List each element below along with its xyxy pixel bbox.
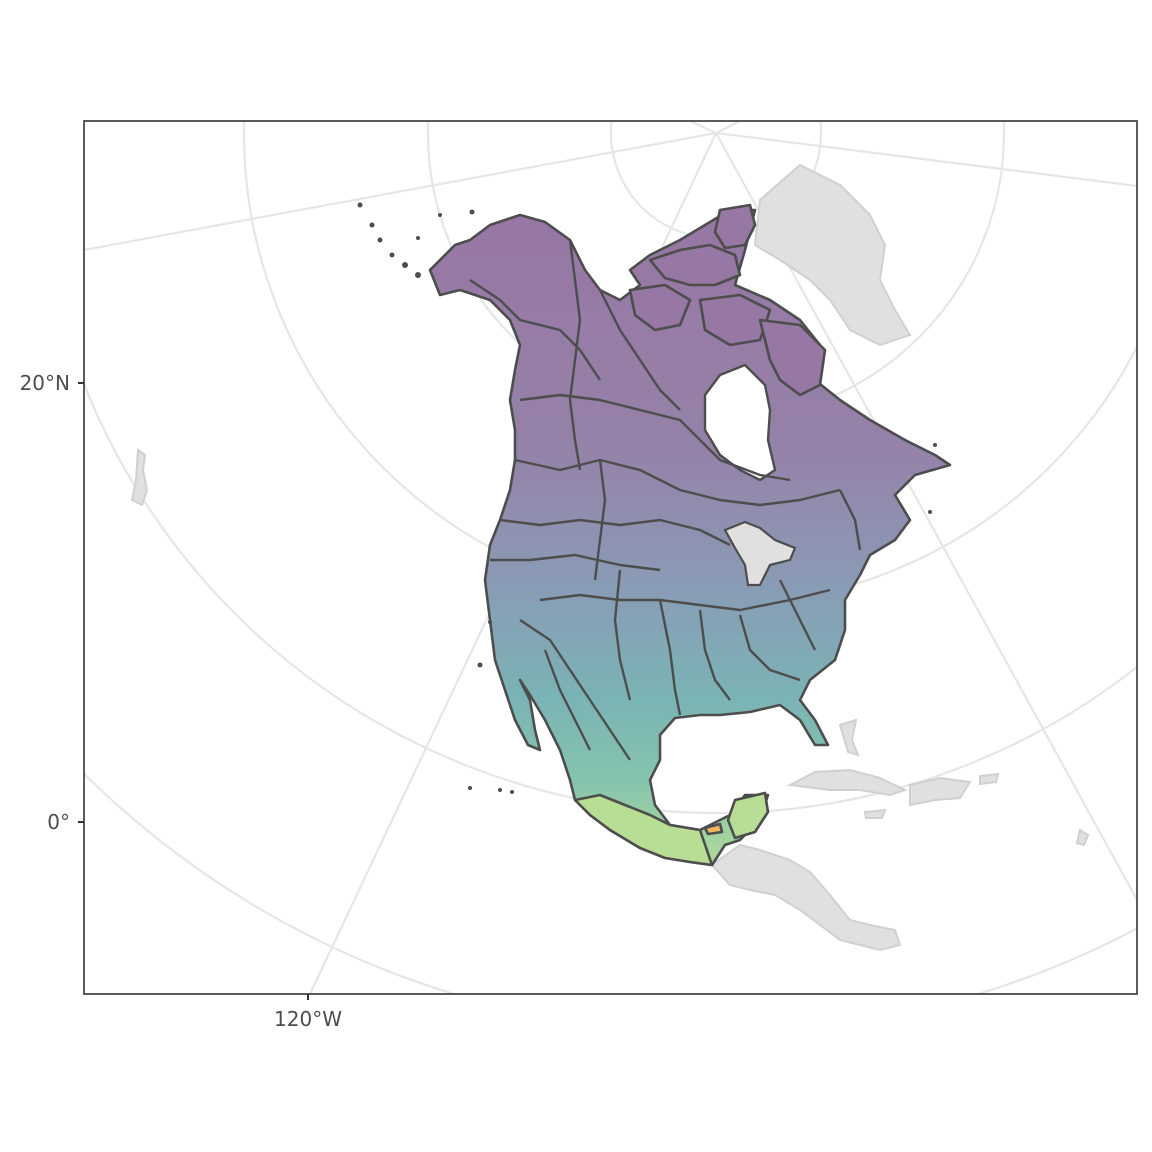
great-lakes	[723, 520, 797, 587]
arctic-island-4	[698, 293, 772, 347]
jamaica-shape	[863, 808, 887, 819]
baffin-island	[758, 318, 827, 397]
arctic-island-3	[628, 283, 692, 332]
puerto-rico-shape	[979, 772, 1000, 786]
ecoregions	[428, 203, 952, 867]
bahamas-shape	[838, 718, 860, 757]
yucatan-region	[726, 791, 770, 840]
arctic-island-2	[713, 203, 757, 250]
lesser-antilles-shape	[1075, 828, 1090, 847]
cuba-shape	[786, 768, 908, 797]
highlight-region	[703, 822, 724, 836]
x-tick-label-120w: 120°W	[274, 1007, 342, 1031]
panel-border	[83, 120, 1138, 995]
y-tick-label-0: 0°	[47, 810, 70, 834]
central-america-shape	[710, 843, 902, 952]
context-land	[130, 163, 1090, 952]
arctic-island-1	[648, 243, 742, 287]
islands	[357, 202, 937, 794]
y-tick-label-20n: 20°N	[20, 371, 70, 395]
tropical-region	[573, 793, 714, 867]
hawaii-shape	[130, 448, 149, 507]
hudson-bay	[703, 363, 777, 482]
hispaniola-shape	[909, 776, 972, 807]
greenland-shape	[753, 163, 912, 347]
